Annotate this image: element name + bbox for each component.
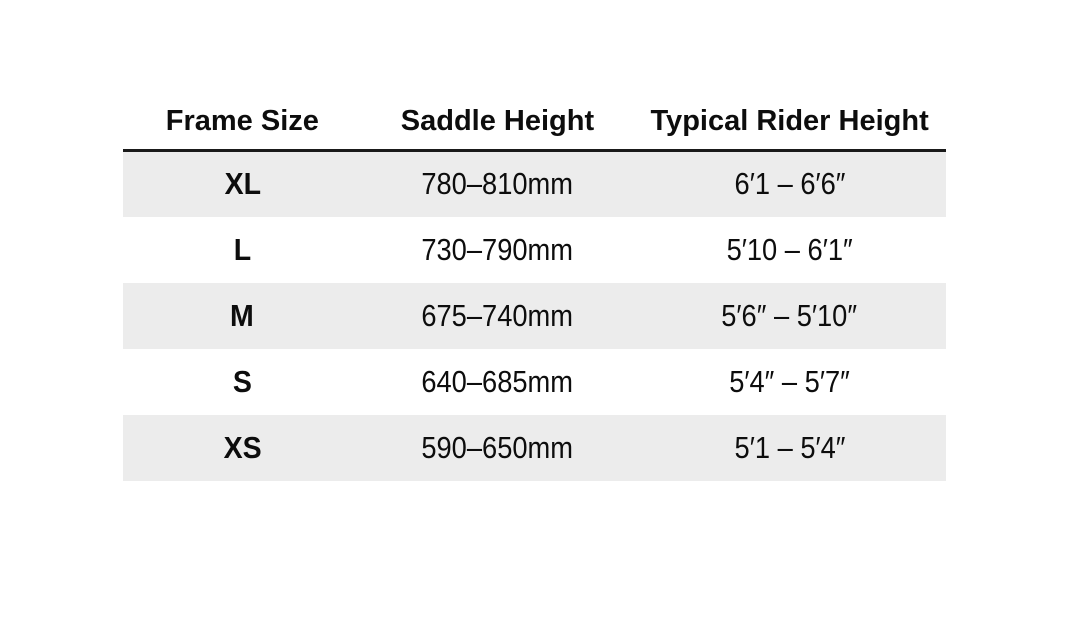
table-row-xs: XS 590–650mm 5′1 – 5′4″ <box>123 414 946 481</box>
size-chart-table: Frame Size Saddle Height Typical Rider H… <box>123 99 946 481</box>
rider-height-value: 6′1 – 6′6″ <box>734 166 846 202</box>
frame-size-value: XS <box>223 429 262 465</box>
rider-height-value: 5′10 – 6′1″ <box>726 231 853 267</box>
rider-height-value: 5′6″ – 5′10″ <box>721 297 858 333</box>
saddle-height-value: 730–790mm <box>421 231 574 267</box>
frame-size-value: XL <box>224 166 261 202</box>
cell-frame-size: XS <box>123 415 362 481</box>
cell-rider-height: 6′1 – 6′6″ <box>633 151 946 217</box>
saddle-height-value: 675–740mm <box>421 297 574 333</box>
size-chart-container: Frame Size Saddle Height Typical Rider H… <box>123 99 946 481</box>
cell-rider-height: 5′1 – 5′4″ <box>633 415 946 481</box>
rider-height-value: 5′4″ – 5′7″ <box>729 363 850 399</box>
table-header: Frame Size Saddle Height Typical Rider H… <box>123 99 946 152</box>
cell-rider-height: 5′10 – 6′1″ <box>633 217 946 283</box>
table-body: XL 780–810mm 6′1 – 6′6″ L 730–790mm 5′10… <box>123 150 946 481</box>
frame-size-value: M <box>230 297 255 333</box>
saddle-height-value: 590–650mm <box>421 429 574 465</box>
cell-saddle-height: 675–740mm <box>362 283 634 349</box>
table-row-m: M 675–740mm 5′6″ – 5′10″ <box>123 282 946 349</box>
table-row-xl: XL 780–810mm 6′1 – 6′6″ <box>123 150 946 217</box>
saddle-height-value: 780–810mm <box>421 166 574 202</box>
cell-frame-size: M <box>123 283 362 349</box>
cell-saddle-height: 730–790mm <box>362 217 634 283</box>
cell-saddle-height: 780–810mm <box>362 151 634 217</box>
table-row-l: L 730–790mm 5′10 – 6′1″ <box>123 217 946 283</box>
column-header-rider-height: Typical Rider Height <box>633 99 946 152</box>
column-header-frame-size: Frame Size <box>123 99 362 152</box>
cell-saddle-height: 590–650mm <box>362 415 634 481</box>
cell-frame-size: L <box>123 217 362 283</box>
cell-rider-height: 5′4″ – 5′7″ <box>633 349 946 415</box>
cell-frame-size: S <box>123 349 362 415</box>
cell-saddle-height: 640–685mm <box>362 349 634 415</box>
column-header-saddle-height: Saddle Height <box>361 99 634 152</box>
header-row: Frame Size Saddle Height Typical Rider H… <box>123 99 946 152</box>
table-row-s: S 640–685mm 5′4″ – 5′7″ <box>123 349 946 415</box>
cell-rider-height: 5′6″ – 5′10″ <box>633 283 946 349</box>
frame-size-value: L <box>233 231 252 267</box>
cell-frame-size: XL <box>123 151 362 217</box>
saddle-height-value: 640–685mm <box>421 363 574 399</box>
rider-height-value: 5′1 – 5′4″ <box>734 429 846 465</box>
frame-size-value: S <box>232 363 252 399</box>
